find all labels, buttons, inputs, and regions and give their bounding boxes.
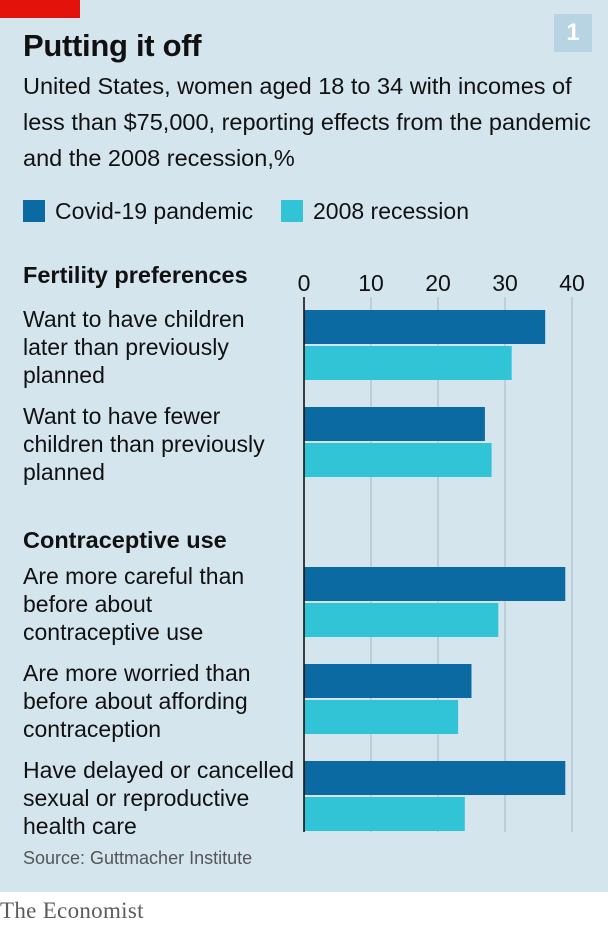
chart-title: Putting it off <box>23 28 202 63</box>
legend-swatch-recession <box>281 200 303 222</box>
chart-subtitle: United States, women aged 18 to 34 with … <box>23 73 591 171</box>
bar-recession <box>304 603 499 637</box>
legend-label-recession: 2008 recession <box>313 197 469 224</box>
category-label: health care <box>23 813 137 839</box>
category-label: Want to have fewer <box>23 403 221 429</box>
source-note: Source: Guttmacher Institute <box>23 848 253 868</box>
bar-recession <box>304 346 512 380</box>
category-label: sexual or reproductive <box>23 785 249 811</box>
bar-recession <box>304 443 492 477</box>
category-label: before about <box>23 591 153 617</box>
legend-item-covid: Covid-19 pandemic <box>23 196 253 226</box>
group-heading: Contraceptive use <box>23 527 227 553</box>
bar-covid <box>304 664 472 698</box>
bar-covid <box>304 567 566 601</box>
category-label: children than previously <box>23 431 265 457</box>
bar-chart: 0 10 20 30 40 Fertility preferences Want to ha… <box>23 262 585 839</box>
category-label: contraception <box>23 716 161 742</box>
category-label: planned <box>23 459 105 485</box>
legend-swatch-covid <box>23 200 45 222</box>
x-tick-label: 10 <box>358 270 384 296</box>
category-label: before about affording <box>23 688 248 714</box>
category-label: Are more careful than <box>23 563 244 589</box>
category-label: later than previously <box>23 334 229 360</box>
category-label: contraceptive use <box>23 619 203 645</box>
bar-recession <box>304 700 459 734</box>
x-tick-label: 20 <box>425 270 451 296</box>
bar-covid <box>304 761 566 795</box>
group-heading: Fertility preferences <box>23 262 248 288</box>
publisher-logo: The Economist <box>0 898 144 923</box>
x-tick-label: 40 <box>559 270 585 296</box>
category-label: planned <box>23 362 105 388</box>
bar-covid <box>304 310 546 344</box>
category-label: Want to have children <box>23 306 245 332</box>
x-tick-label: 30 <box>492 270 518 296</box>
brand-red-tag <box>0 0 80 18</box>
chart-number-badge: 1 <box>554 14 592 52</box>
bar-recession <box>304 797 465 831</box>
legend-label-covid: Covid-19 pandemic <box>55 197 254 224</box>
legend-item-recession: 2008 recession <box>281 196 469 226</box>
x-tick-label: 0 <box>298 270 311 296</box>
category-label: Have delayed or cancelled <box>23 757 294 783</box>
bar-covid <box>304 407 485 441</box>
category-label: Are more worried than <box>23 660 251 686</box>
